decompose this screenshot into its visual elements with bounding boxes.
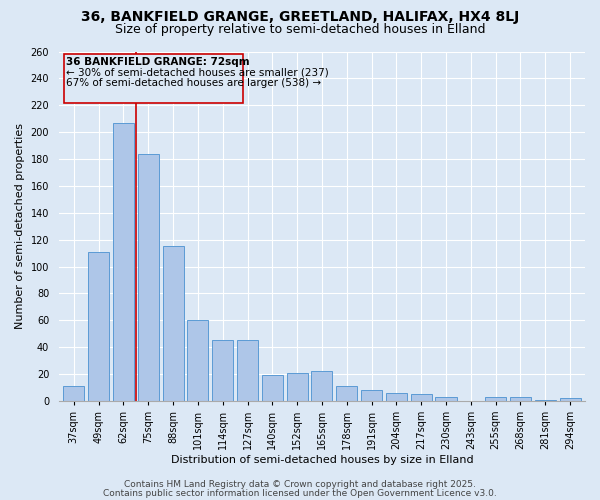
Bar [336, 386, 358, 401]
Bar [137, 154, 159, 401]
Text: 36, BANKFIELD GRANGE, GREETLAND, HALIFAX, HX4 8LJ: 36, BANKFIELD GRANGE, GREETLAND, HALIFAX… [81, 10, 519, 24]
Bar [287, 372, 308, 401]
Bar [113, 122, 134, 401]
Bar [560, 398, 581, 401]
FancyBboxPatch shape [64, 54, 242, 102]
Bar [88, 252, 109, 401]
Bar [485, 397, 506, 401]
Bar [187, 320, 208, 401]
Text: 67% of semi-detached houses are larger (538) →: 67% of semi-detached houses are larger (… [67, 78, 322, 88]
Bar [63, 386, 85, 401]
Bar [535, 400, 556, 401]
Text: Size of property relative to semi-detached houses in Elland: Size of property relative to semi-detach… [115, 22, 485, 36]
Bar [436, 397, 457, 401]
Text: 36 BANKFIELD GRANGE: 72sqm: 36 BANKFIELD GRANGE: 72sqm [67, 57, 250, 67]
Bar [237, 340, 258, 401]
Text: Contains public sector information licensed under the Open Government Licence v3: Contains public sector information licen… [103, 488, 497, 498]
Text: ← 30% of semi-detached houses are smaller (237): ← 30% of semi-detached houses are smalle… [67, 68, 329, 78]
Bar [361, 390, 382, 401]
Bar [212, 340, 233, 401]
Text: Contains HM Land Registry data © Crown copyright and database right 2025.: Contains HM Land Registry data © Crown c… [124, 480, 476, 489]
Y-axis label: Number of semi-detached properties: Number of semi-detached properties [15, 123, 25, 329]
X-axis label: Distribution of semi-detached houses by size in Elland: Distribution of semi-detached houses by … [170, 455, 473, 465]
Bar [311, 372, 332, 401]
Bar [510, 397, 531, 401]
Bar [163, 246, 184, 401]
Bar [386, 393, 407, 401]
Bar [410, 394, 432, 401]
Bar [262, 376, 283, 401]
